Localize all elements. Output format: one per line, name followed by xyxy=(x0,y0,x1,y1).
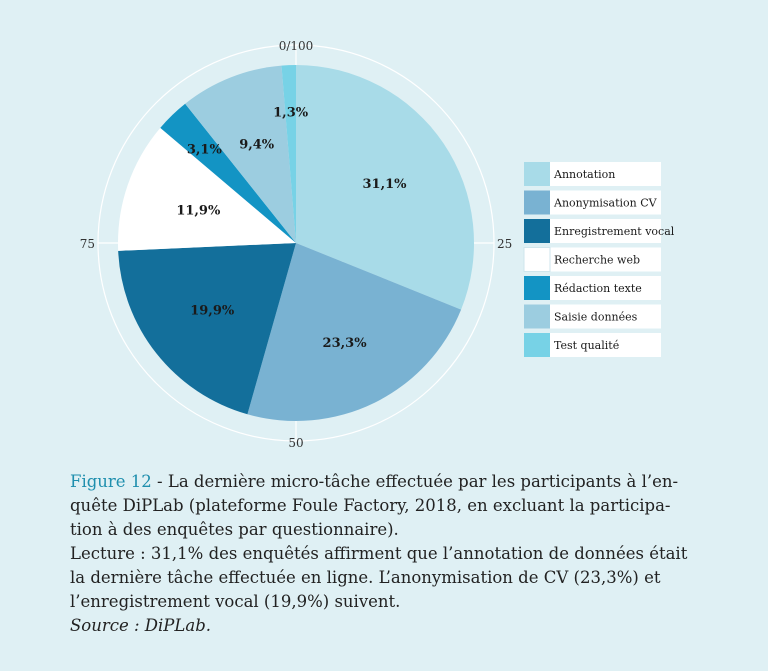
radial-tick-label: 75 xyxy=(80,237,95,251)
legend-swatch xyxy=(523,247,551,272)
slice-data-label: 23,3% xyxy=(323,336,368,351)
caption-line-4: Lecture : 31,1% des enquêtés affirment q… xyxy=(70,544,688,563)
legend-label: Rédaction texte xyxy=(554,282,642,295)
legend-swatch xyxy=(524,304,550,329)
caption-line-6: l’enregistrement vocal (19,9%) suivent. xyxy=(70,592,401,611)
legend-label: Saisie données xyxy=(554,311,638,324)
radial-tick-label: 25 xyxy=(497,237,512,251)
slice-data-label: 1,3% xyxy=(273,105,309,120)
caption-line-3: tion à des enquêtes par questionnaire). xyxy=(70,520,399,539)
legend-swatch xyxy=(524,276,550,300)
radial-tick-label: 50 xyxy=(288,436,303,450)
caption-source: Source : DiPLab. xyxy=(70,616,212,635)
legend-swatch xyxy=(524,162,550,186)
slice-data-label: 3,1% xyxy=(187,142,223,157)
legend-label: Annotation xyxy=(553,168,615,181)
caption-line-1: Figure 12 - La dernière micro-tâche effe… xyxy=(70,470,700,494)
pie-slice-anonymisation-cv xyxy=(247,243,462,421)
legend-swatch xyxy=(524,219,550,243)
pie-slice-saisie-donnees xyxy=(185,65,296,243)
pie-slice-recherche-web xyxy=(118,127,296,251)
pie-slice-test-qualite xyxy=(281,65,296,243)
slice-data-label: 9,4% xyxy=(239,138,275,153)
legend-label: Enregistrement vocal xyxy=(554,225,675,238)
radial-tick-label: 0/100 xyxy=(279,39,314,53)
legend-swatch xyxy=(524,333,550,357)
figure-label: Figure 12 xyxy=(70,472,152,491)
slice-data-label: 11,9% xyxy=(176,204,221,219)
legend-label: Anonymisation CV xyxy=(553,197,658,210)
legend-label: Recherche web xyxy=(554,254,640,267)
pie-slice-annotation xyxy=(296,65,474,310)
slice-labels: 31,1% 23,3% 19,9% 11,9% 3,1% 9,4% 1,3% xyxy=(176,105,407,351)
caption-text-1: - La dernière micro-tâche effectuée par … xyxy=(151,472,679,491)
slice-data-label: 19,9% xyxy=(190,303,235,318)
caption-line-2: quête DiPLab (plateforme Foule Factory, … xyxy=(70,496,671,515)
legend-swatch xyxy=(524,190,550,215)
figure-caption: Figure 12 - La dernière micro-tâche effe… xyxy=(70,470,700,638)
slice-data-label: 31,1% xyxy=(363,177,408,192)
pie-slices xyxy=(118,65,474,421)
radial-tick-labels: 0/100 25 50 75 xyxy=(80,39,513,450)
caption-line-5: la dernière tâche effectuée en ligne. L’… xyxy=(70,568,661,587)
pie-slice-redaction-texte xyxy=(160,103,296,243)
legend-label: Test qualité xyxy=(554,339,619,352)
legend: Annotation Anonymisation CV Enregistrement… xyxy=(523,162,675,357)
pie-slice-enregistrement-vocal xyxy=(118,243,296,415)
